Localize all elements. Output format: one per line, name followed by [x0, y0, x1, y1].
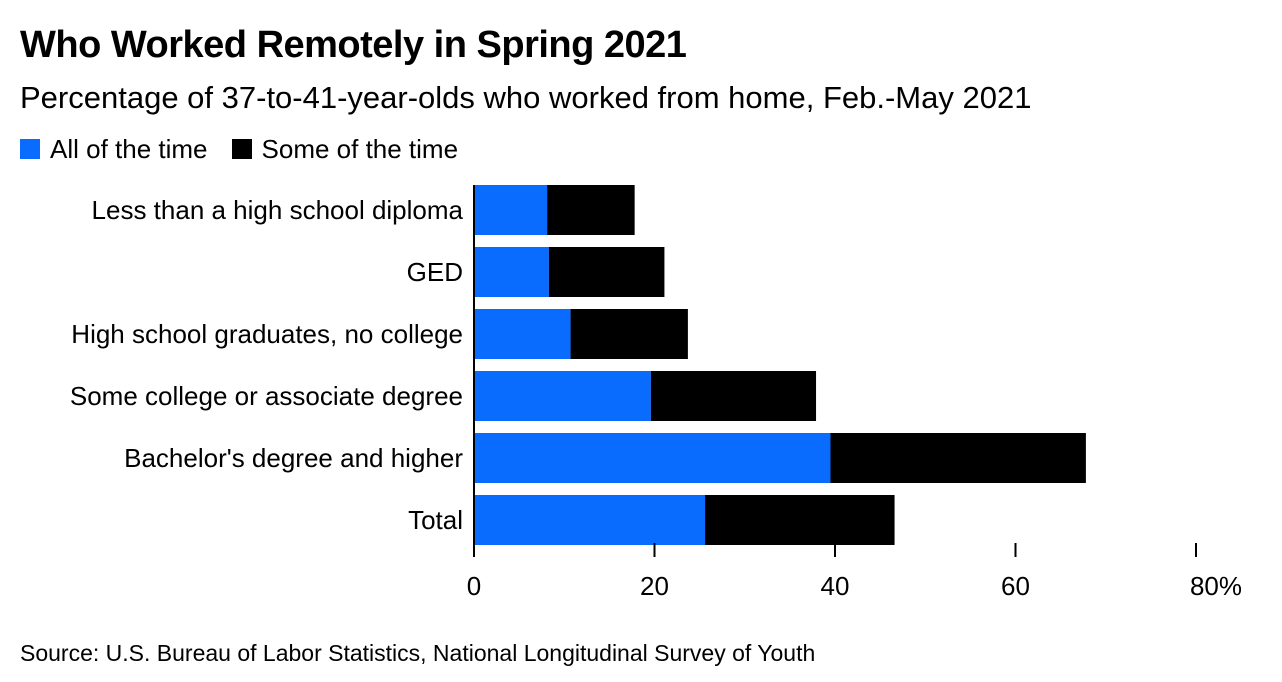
legend-item-all-of-the-time: All of the time — [20, 134, 208, 165]
x-tick-label-0: 0 — [467, 571, 481, 601]
bar-some-of-the-time-ged — [548, 247, 665, 297]
bar-some-of-the-time-total — [705, 495, 895, 545]
category-label-ged: GED — [407, 257, 463, 287]
source-note: Source: U.S. Bureau of Labor Statistics,… — [20, 640, 816, 666]
legend: All of the time Some of the time — [20, 132, 482, 166]
bar-some-of-the-time-some-college-or-associate-degree — [650, 371, 817, 421]
x-tick-label-20: 20 — [640, 571, 669, 601]
bar-all-of-the-time-total — [474, 495, 706, 545]
category-label-less-than-a-high-school-diploma: Less than a high school diploma — [92, 195, 464, 225]
x-tick-label-60: 60 — [1001, 571, 1030, 601]
legend-swatch-all-of-the-time — [20, 139, 40, 159]
x-tick-label-80: 80% — [1190, 571, 1242, 601]
bar-all-of-the-time-some-college-or-associate-degree — [474, 371, 651, 421]
bar-some-of-the-time-less-than-a-high-school-diploma — [547, 185, 635, 235]
bar-chart: Less than a high school diploma GED High s… — [70, 185, 1242, 601]
bar-all-of-the-time-high-school-graduates-no-college — [474, 309, 571, 359]
legend-item-some-of-the-time: Some of the time — [231, 133, 459, 165]
legend-label-some-of-the-time: Some of the time — [261, 133, 459, 164]
legend-swatch-some-of-the-time — [231, 139, 252, 159]
bar-all-of-the-time-ged — [474, 247, 549, 297]
bar-some-of-the-time-high-school-graduates-no-college — [570, 309, 688, 359]
bar-some-of-the-time-bachelor-s-degree-and-higher — [830, 433, 1086, 483]
bar-all-of-the-time-less-than-a-high-school-diploma — [474, 185, 548, 235]
bar-all-of-the-time-bachelor-s-degree-and-higher — [474, 433, 831, 483]
category-label-high-school-graduates-no-college: High school graduates, no college — [71, 319, 463, 349]
x-tick-label-40: 40 — [821, 571, 850, 601]
chart-subtitle: Percentage of 37-to-41-year-olds who wor… — [20, 80, 1032, 115]
category-label-some-college-or-associate-degree: Some college or associate degree — [70, 381, 463, 411]
legend-label-all-of-the-time: All of the time — [50, 133, 208, 164]
chart-title: Who Worked Remotely in Spring 2021 — [20, 24, 687, 66]
category-label-total: Total — [408, 505, 463, 535]
category-label-bachelor-s-degree-and-higher: Bachelor's degree and higher — [124, 443, 463, 473]
